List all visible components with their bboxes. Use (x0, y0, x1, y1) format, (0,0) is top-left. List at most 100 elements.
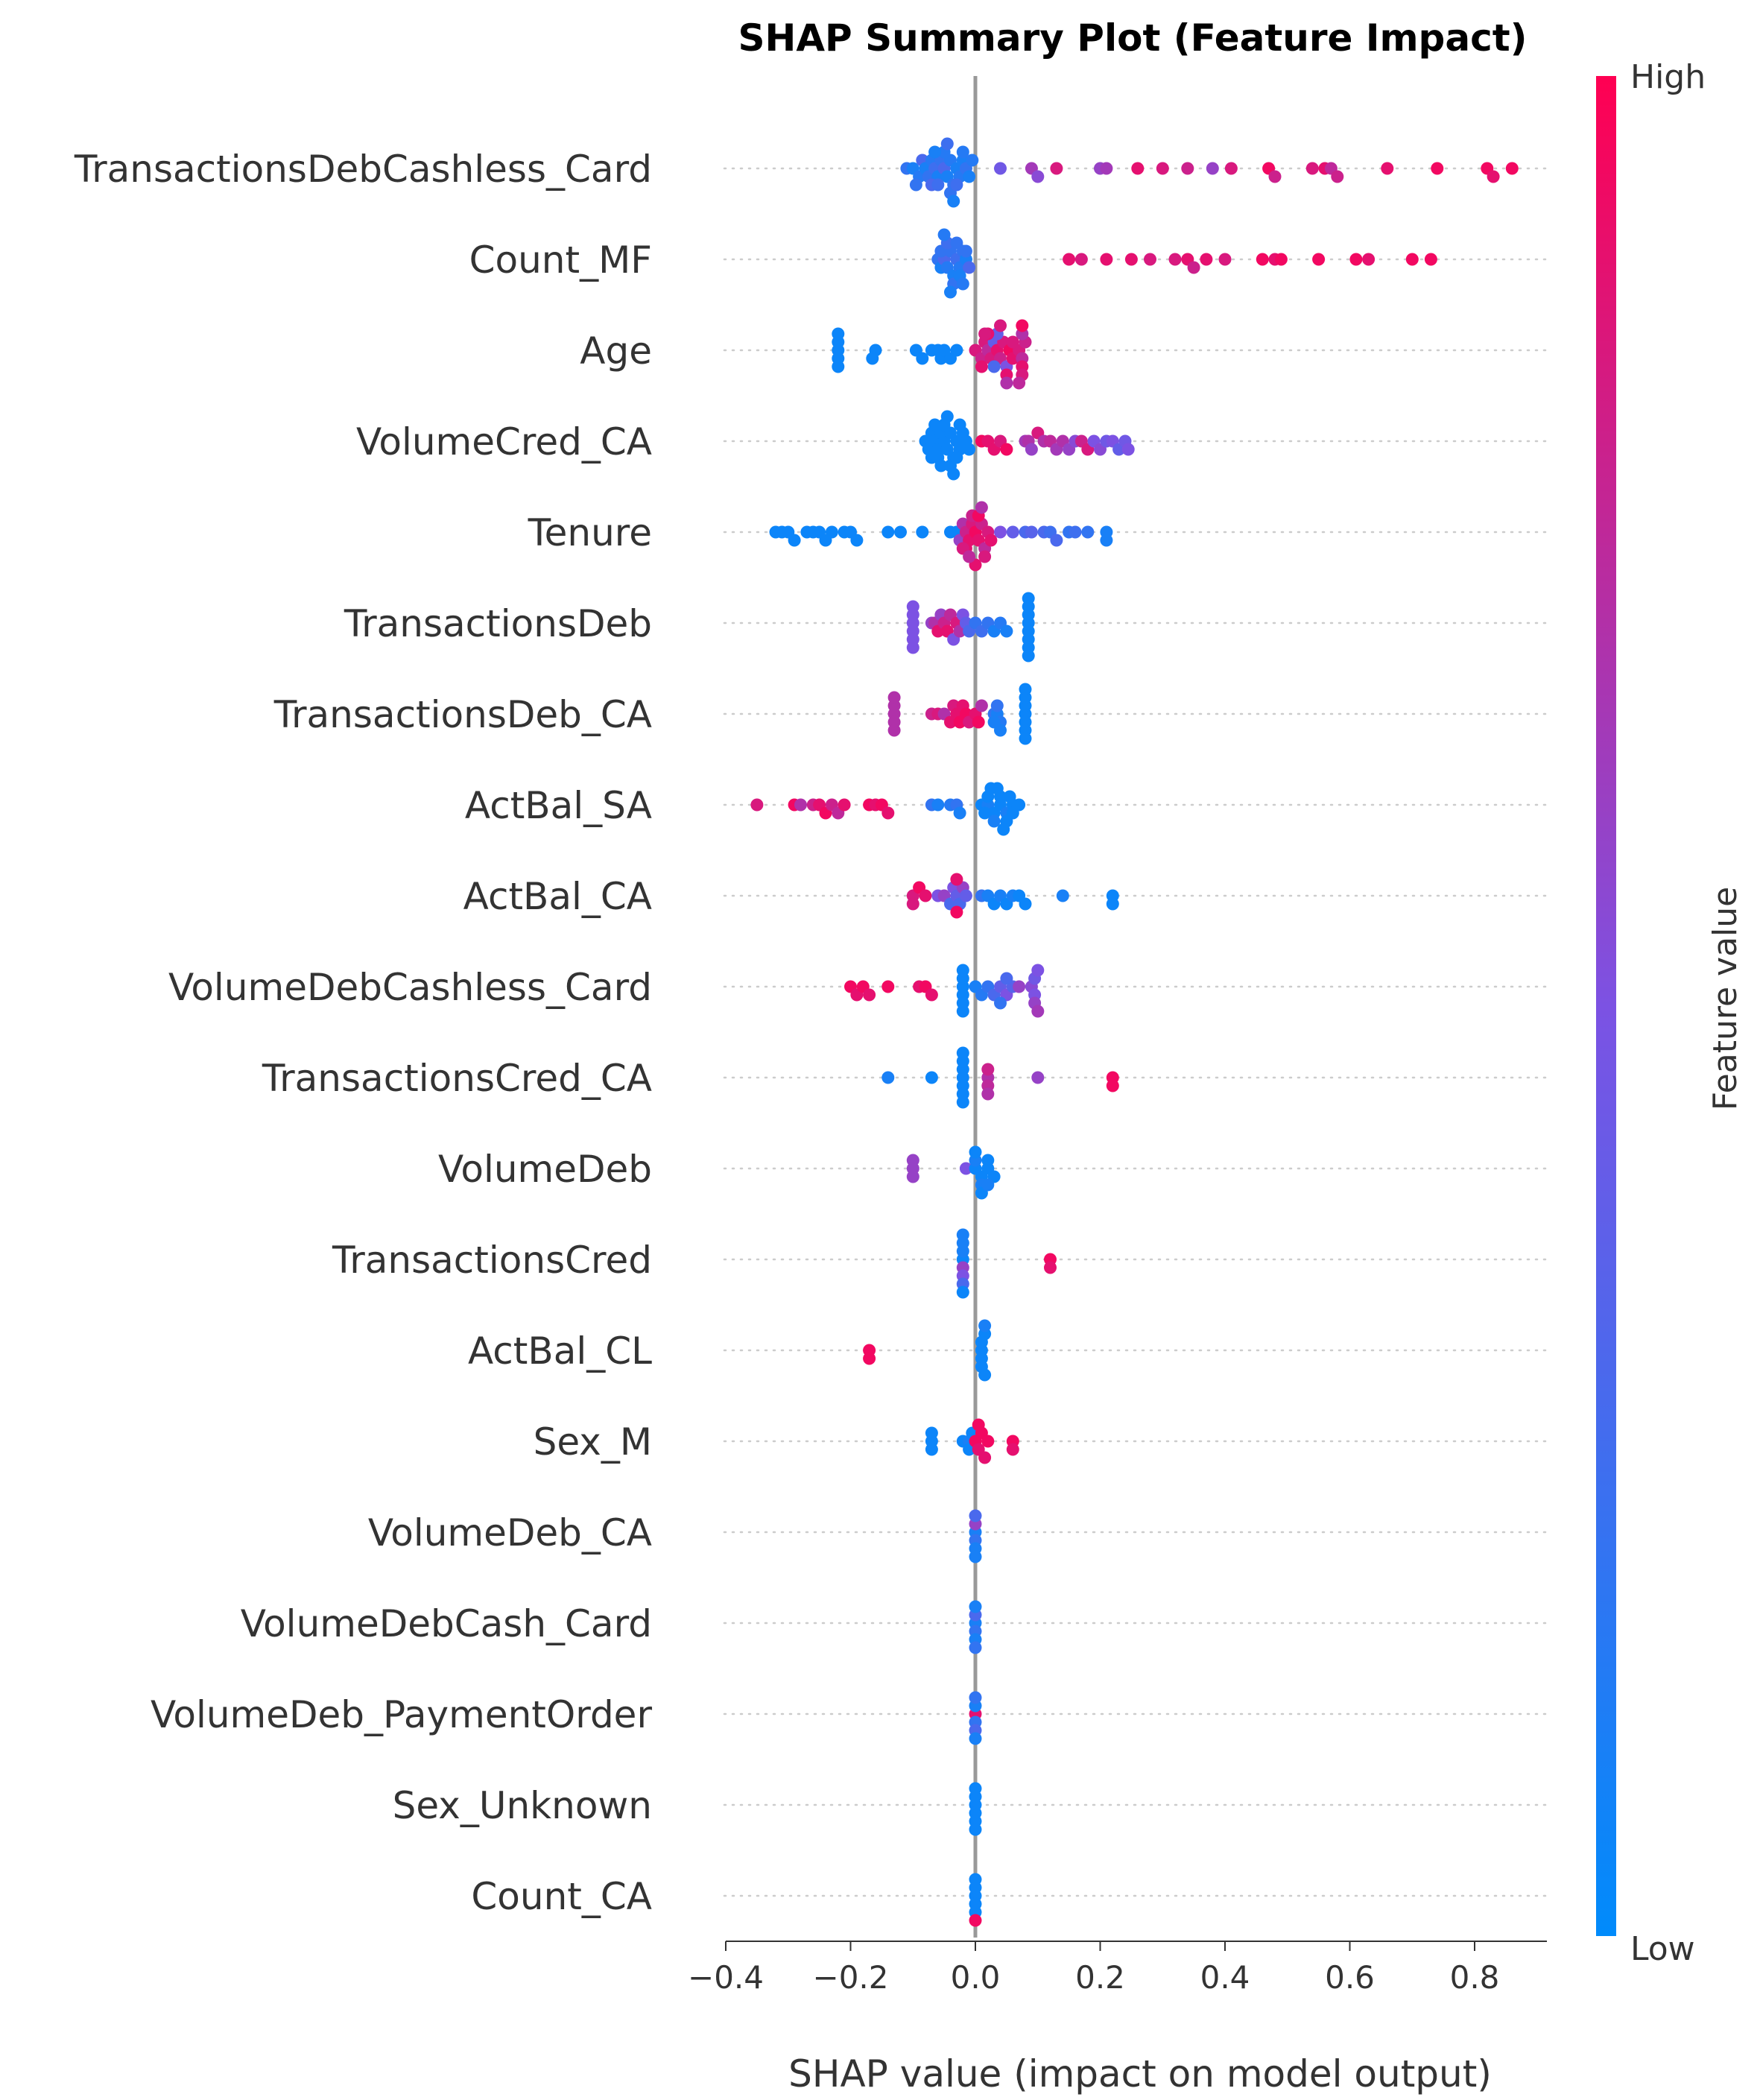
shap-point (863, 1352, 876, 1365)
shap-point (994, 319, 1007, 332)
shap-point (750, 798, 764, 812)
shap-point (832, 327, 845, 341)
shap-point (906, 641, 919, 654)
shap-point (1069, 525, 1082, 539)
shap-point (975, 699, 988, 712)
shap-point (1006, 1443, 1019, 1456)
shap-point (956, 1095, 969, 1109)
shap-point (1312, 253, 1326, 266)
shap-point (925, 1071, 938, 1084)
shap-point (1019, 897, 1032, 911)
shap-point (990, 782, 1004, 795)
feature-label: Count_CA (471, 1875, 652, 1918)
shap-point (934, 459, 948, 472)
shap-point (1124, 253, 1138, 266)
shap-point (894, 525, 907, 539)
shap-point (1074, 253, 1088, 266)
shap-point (1181, 162, 1194, 175)
shap-point (963, 170, 976, 183)
shap-point (1022, 649, 1035, 662)
shap-point (950, 873, 963, 886)
shap-point (969, 1550, 982, 1563)
shap-point (1006, 525, 1019, 539)
shap-point (850, 534, 864, 547)
feature-label: ActBal_SA (465, 784, 652, 827)
x-axis-label: SHAP value (impact on model output) (788, 2052, 1492, 2096)
feature-label: Tenure (528, 511, 652, 554)
shap-point (1006, 806, 1019, 820)
shap-point (916, 352, 929, 365)
shap-point (916, 525, 929, 539)
shap-point (981, 1178, 995, 1192)
shap-point (906, 1170, 919, 1183)
feature-label: VolumeDeb (438, 1148, 652, 1191)
shap-point (1505, 162, 1519, 175)
shap-point (975, 360, 988, 373)
shap-point (1100, 534, 1113, 547)
shap-point (969, 1873, 982, 1886)
feature-label: TransactionsDeb_CA (273, 693, 652, 736)
colorbar-low-label: Low (1630, 1930, 1695, 1968)
shap-point (1013, 376, 1026, 390)
feature-label: Sex_Unknown (393, 1784, 652, 1827)
shap-point (959, 1162, 972, 1175)
shap-point (1000, 443, 1013, 456)
shap-point (969, 1691, 982, 1704)
shap-point (978, 1319, 992, 1332)
shap-point (978, 806, 992, 820)
shap-point (994, 525, 1007, 539)
shap-point (975, 501, 988, 514)
feature-label: ActBal_CA (463, 875, 652, 918)
shap-point (987, 815, 1001, 828)
shap-point (956, 964, 969, 977)
feature-label: TransactionsDeb (344, 602, 652, 645)
shap-point (1013, 980, 1026, 993)
shap-point (972, 715, 985, 729)
shap-point (931, 798, 945, 812)
shap-point (981, 1154, 995, 1167)
shap-point (1274, 253, 1288, 266)
shap-point (1256, 253, 1269, 266)
shap-point (925, 1443, 938, 1456)
shap-point (969, 1509, 982, 1522)
shap-point (1031, 964, 1045, 977)
shap-point (925, 1426, 938, 1440)
shap-point (972, 1418, 985, 1432)
shap-point (832, 360, 845, 373)
shap-point (953, 418, 966, 431)
feature-label: VolumeCred_CA (356, 420, 652, 464)
shap-point (956, 1228, 969, 1242)
shap-point (966, 154, 979, 167)
shap-point (978, 327, 992, 341)
shap-point (925, 988, 938, 1002)
colorbar (1596, 76, 1616, 1936)
shap-point (928, 418, 942, 431)
shap-point (1081, 525, 1095, 539)
shap-point (994, 996, 1007, 1010)
shap-point (1106, 897, 1119, 911)
shap-point (1016, 319, 1029, 332)
shap-point (956, 277, 969, 291)
shap-point (863, 988, 876, 1002)
shap-point (866, 352, 879, 365)
x-tick-label: −0.2 (813, 1959, 889, 1996)
shap-point (978, 1368, 992, 1382)
shap-point (1200, 253, 1213, 266)
shap-point (881, 806, 895, 820)
shap-point (1025, 443, 1038, 456)
shap-point (994, 162, 1007, 175)
shap-point (1144, 253, 1156, 266)
colorbar-high-label: High (1630, 58, 1706, 96)
shap-point (969, 1914, 982, 1927)
shap-point (1000, 376, 1013, 390)
x-tick-label: 0.2 (1075, 1959, 1125, 1996)
shap-point (1050, 162, 1063, 175)
shap-point (969, 1782, 982, 1795)
shap-point (944, 285, 957, 299)
shap-point (1405, 253, 1419, 266)
shap-point (981, 1063, 995, 1076)
shap-point (950, 178, 963, 192)
shap-point (950, 905, 963, 919)
shap-point (1362, 253, 1376, 266)
shap-point (1019, 732, 1032, 745)
